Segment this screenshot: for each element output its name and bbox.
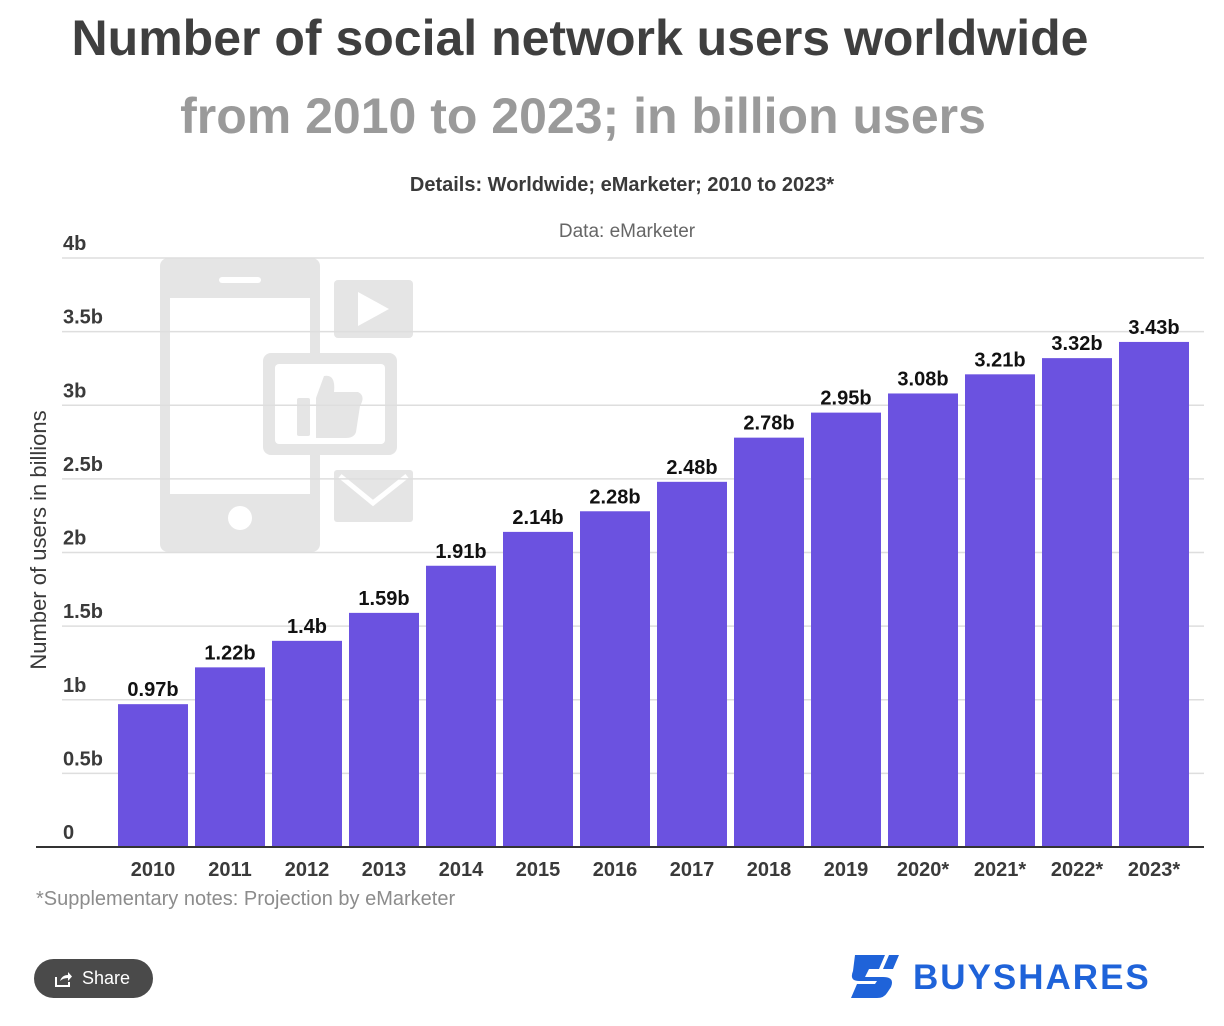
bar xyxy=(1042,358,1112,847)
x-tick-label: 2019 xyxy=(824,859,869,881)
x-tick-label: 2015 xyxy=(516,859,561,881)
bar xyxy=(503,531,573,847)
data-label: 2.14b xyxy=(512,507,563,529)
y-tick-label: 3.5b xyxy=(63,307,103,329)
share-button[interactable]: Share xyxy=(34,959,153,998)
bar xyxy=(426,565,496,847)
x-tick-label: 2017 xyxy=(670,859,715,881)
chart-subtitle: from 2010 to 2023; in billion users xyxy=(180,88,986,144)
bar xyxy=(965,374,1035,847)
x-tick-label: 2016 xyxy=(593,859,638,881)
y-tick-label: 0.5b xyxy=(63,748,103,770)
y-tick-label: 1b xyxy=(63,675,86,697)
x-tick-label: 2010 xyxy=(131,859,176,881)
chart-title: Number of social network users worldwide xyxy=(71,10,1089,66)
data-label: 3.21b xyxy=(974,349,1025,371)
buyshares-logo-icon xyxy=(849,953,901,1004)
y-tick-label: 0 xyxy=(63,822,74,844)
x-tick-label: 2020* xyxy=(897,859,949,881)
chart-source: Data: eMarketer xyxy=(558,221,696,242)
bar xyxy=(580,511,650,847)
bar xyxy=(1119,341,1189,847)
bar xyxy=(811,412,881,847)
data-label: 1.22b xyxy=(204,642,255,664)
supplementary-note: *Supplementary notes: Projection by eMar… xyxy=(36,888,456,910)
x-tick-label: 2022* xyxy=(1051,859,1103,881)
data-label: 0.97b xyxy=(127,679,178,701)
bar xyxy=(195,667,265,847)
y-axis-label: Number of users in billions xyxy=(26,410,51,669)
x-tick-label: 2014 xyxy=(439,859,484,881)
y-tick-label: 3b xyxy=(63,380,86,402)
data-label: 1.4b xyxy=(287,616,327,638)
y-tick-label: 2b xyxy=(63,528,86,550)
data-label: 3.08b xyxy=(897,368,948,390)
chart-details: Details: Worldwide; eMarketer; 2010 to 2… xyxy=(409,174,835,196)
share-label: Share xyxy=(81,968,131,988)
x-tick-label: 2013 xyxy=(362,859,407,881)
data-label: 3.43b xyxy=(1128,317,1179,339)
bar xyxy=(272,640,342,847)
data-label: 1.91b xyxy=(435,541,486,563)
x-tick-label: 2021* xyxy=(974,859,1026,881)
x-tick-label: 2018 xyxy=(747,859,792,881)
data-label: 2.48b xyxy=(666,457,717,479)
mail-icon xyxy=(334,470,413,522)
bar xyxy=(349,612,419,847)
x-tick-label: 2012 xyxy=(285,859,330,881)
x-tick-label: 2011 xyxy=(208,859,251,881)
play-icon xyxy=(334,280,413,338)
data-label: 1.59b xyxy=(358,588,409,610)
thumbs-up-icon xyxy=(263,353,397,455)
data-label: 2.78b xyxy=(743,413,794,435)
data-label: 2.95b xyxy=(820,388,871,410)
data-label: 2.28b xyxy=(589,486,640,508)
bar xyxy=(888,393,958,847)
y-tick-label: 2.5b xyxy=(63,454,103,476)
share-icon xyxy=(53,970,73,988)
y-tick-label: 1.5b xyxy=(63,601,103,623)
brand-name: BUYSHARES xyxy=(913,958,1151,997)
x-tick-label: 2023* xyxy=(1128,859,1180,881)
bar xyxy=(734,437,804,847)
bar-chart: 0.97b 1.22b 1.4b 1.59b 1.91b 2.14b 2.28b 2.48b 2… xyxy=(26,233,1204,881)
buyshares-logo[interactable]: BUYSHARES xyxy=(849,953,1151,1003)
bar xyxy=(657,481,727,847)
y-tick-label: 4b xyxy=(63,233,86,255)
bar xyxy=(118,704,188,847)
data-label: 3.32b xyxy=(1051,333,1102,355)
